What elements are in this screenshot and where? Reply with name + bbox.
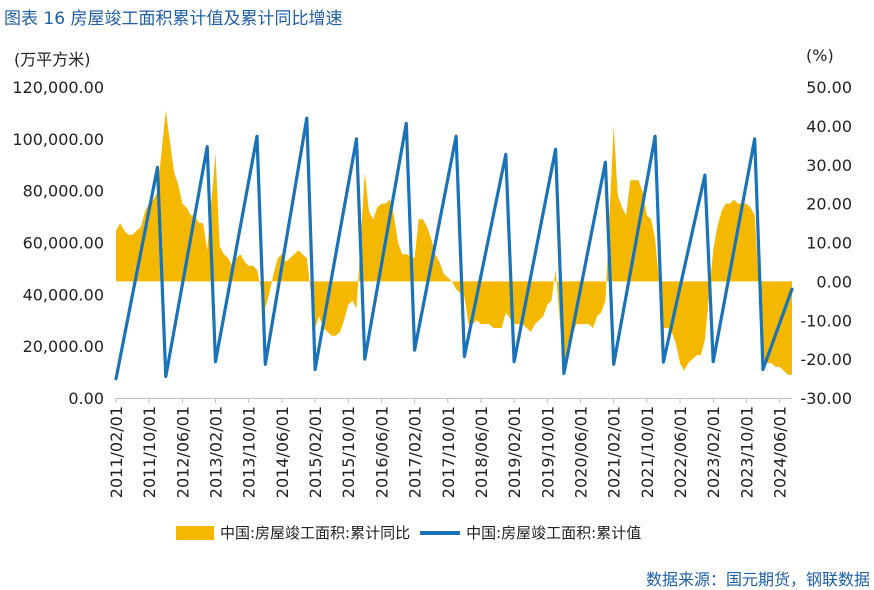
x-tick-label: 2013/10/01 [240, 406, 259, 498]
left-tick-label: 60,000.00 [23, 234, 104, 253]
x-tick-label: 2022/06/01 [671, 406, 690, 498]
x-tick-label: 2013/02/01 [207, 406, 226, 498]
x-tick-label: 2015/10/01 [339, 406, 358, 498]
x-tick-label: 2019/02/01 [505, 406, 524, 498]
right-tick-label: 20.00 [806, 195, 852, 214]
x-tick-label: 2015/02/01 [306, 406, 325, 498]
right-tick-label: 40.00 [806, 117, 852, 136]
right-tick-label: -10.00 [800, 311, 852, 330]
x-tick-label: 2019/10/01 [538, 406, 557, 498]
x-tick-label: 2012/06/01 [173, 406, 192, 498]
left-tick-label: 0.00 [68, 389, 104, 408]
left-axis-unit: (万平方米) [14, 50, 91, 69]
left-tick-label: 20,000.00 [23, 337, 104, 356]
x-tick-label: 2023/10/01 [737, 406, 756, 498]
x-tick-label: 2014/06/01 [273, 406, 292, 498]
left-tick-label: 100,000.00 [12, 130, 104, 149]
source-note: 数据来源：国元期货，钢联数据 [645, 570, 870, 589]
x-tick-label: 2016/06/01 [372, 406, 391, 498]
legend-line-swatch [420, 530, 461, 535]
right-tick-label: 0.00 [816, 272, 852, 291]
x-tick-label: 2011/10/01 [140, 406, 159, 498]
right-tick-label: 50.00 [806, 78, 852, 97]
right-tick-label: 30.00 [806, 156, 852, 175]
x-tick-label: 2017/10/01 [439, 406, 458, 498]
chart-title: 图表 16 房屋竣工面积累计值及累计同比增速 [4, 9, 343, 29]
legend-label-yoy: 中国:房屋竣工面积:累计同比 [220, 524, 411, 542]
legend-label-cumulative: 中国:房屋竣工面积:累计值 [466, 524, 642, 542]
legend-area-swatch [176, 525, 214, 540]
left-tick-label: 40,000.00 [23, 285, 104, 304]
x-tick-label: 2011/02/01 [107, 406, 126, 498]
right-tick-label: -20.00 [800, 350, 852, 369]
x-tick-label: 2021/02/01 [605, 406, 624, 498]
x-tick-label: 2018/06/01 [472, 406, 491, 498]
left-tick-label: 80,000.00 [23, 182, 104, 201]
x-tick-label: 2020/06/01 [571, 406, 590, 498]
legend: 中国:房屋竣工面积:累计同比 中国:房屋竣工面积:累计值 [176, 522, 641, 543]
x-tick-label: 2017/02/01 [406, 406, 425, 498]
x-tick-label: 2023/02/01 [704, 406, 723, 498]
right-tick-label: 10.00 [806, 234, 852, 253]
series-line-cumulative [114, 116, 794, 381]
right-tick-label: -30.00 [800, 389, 852, 408]
x-tick-label: 2024/06/01 [771, 406, 790, 498]
right-axis-unit: (%) [806, 46, 834, 65]
left-tick-label: 120,000.00 [12, 78, 104, 97]
x-tick-label: 2021/10/01 [638, 406, 657, 498]
